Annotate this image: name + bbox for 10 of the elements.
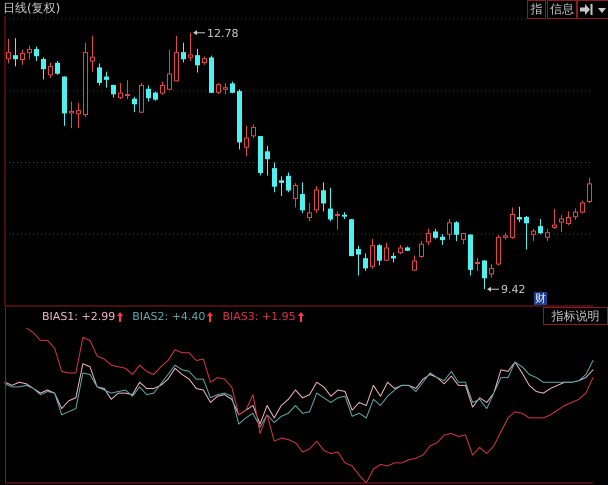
- text: BIAS1: +2.99: [42, 310, 116, 323]
- annotation: 12.78: [207, 26, 238, 40]
- text: BIAS3: +1.95: [222, 310, 296, 323]
- annotation: 9.42: [501, 283, 526, 296]
- text: 信息: [550, 2, 574, 16]
- annotation: 财: [535, 292, 546, 305]
- text: 指: [530, 2, 542, 16]
- text: BIAS2: +4.40: [132, 310, 206, 323]
- text: 指标说明: [552, 309, 600, 323]
- chart-title: 日线(复权): [3, 1, 60, 15]
